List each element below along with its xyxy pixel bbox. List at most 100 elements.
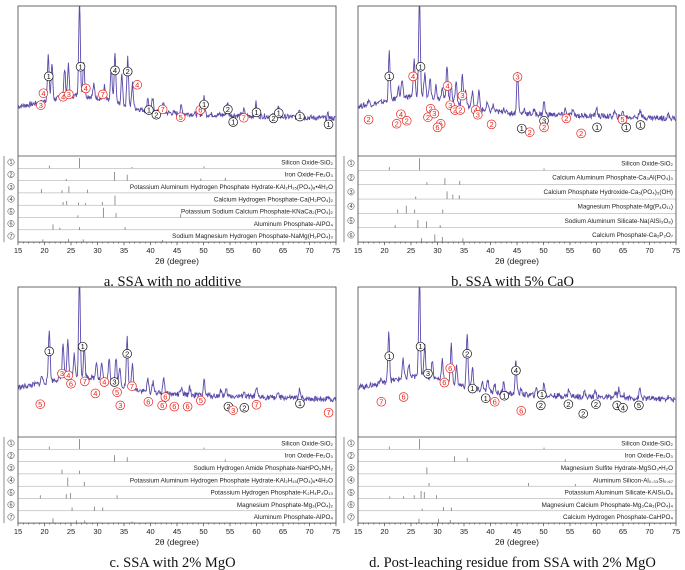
x-tick-label: 65 — [279, 527, 287, 536]
phase-label: Silicon Oxide-SiO₂ — [621, 160, 673, 167]
plot-frame — [17, 5, 337, 243]
plot-frame — [357, 286, 677, 524]
peak-marker-label: 1 — [418, 62, 422, 71]
phase-number-circle — [7, 171, 15, 178]
peak-marker-label: 4 — [66, 371, 70, 380]
peak-marker-label: 7 — [379, 397, 383, 406]
peak-marker-label: 2 — [566, 400, 570, 409]
panel-caption: a. SSA with no additive — [104, 274, 241, 290]
phase-number: 1 — [349, 441, 352, 447]
peak-marker-circle — [415, 341, 426, 352]
peak-marker-label: 1 — [615, 401, 619, 410]
peak-marker-label: 4 — [411, 72, 415, 81]
phase-number: 6 — [9, 503, 12, 509]
peak-marker-circle — [576, 128, 586, 139]
peak-marker-circle — [239, 403, 250, 413]
peak-marker-circle — [143, 397, 154, 407]
peak-marker-label: 2 — [426, 113, 430, 122]
peak-marker-label: 4 — [514, 366, 518, 375]
x-tick-label: 35 — [120, 527, 128, 536]
phase-number: 4 — [9, 197, 12, 203]
phase-number: 6 — [9, 222, 12, 228]
peak-marker-circle — [77, 341, 88, 352]
peak-marker-circle — [517, 123, 527, 134]
peak-marker-circle — [228, 405, 238, 415]
peak-marker-label: 2 — [564, 114, 568, 123]
phase-number-circle — [7, 452, 15, 459]
peak-marker-circle — [563, 399, 574, 409]
phase-number: 2 — [349, 176, 352, 182]
peak-marker-circle — [110, 65, 120, 76]
peak-marker-circle — [182, 401, 193, 412]
x-tick-label: 50 — [539, 527, 547, 536]
peak-marker-circle — [384, 71, 395, 82]
phase-number: 2 — [9, 453, 12, 459]
phase-label: Potassium Aluminum Hydrogen Phosphate Hy… — [130, 184, 333, 191]
peak-marker-label: 7 — [161, 105, 165, 114]
peak-marker-label: 3 — [460, 91, 464, 100]
x-tick-label: 45 — [173, 527, 181, 536]
peak-marker-label: 1 — [387, 72, 391, 81]
peak-marker-label: 6 — [442, 378, 446, 387]
x-axis-title: 2θ (degree) — [155, 256, 199, 266]
peak-marker-label: 3 — [476, 110, 480, 119]
peak-marker-circle — [251, 107, 262, 118]
peak-marker-label: 2 — [226, 402, 230, 411]
x-tick-label: 70 — [645, 246, 653, 255]
peak-marker-circle — [99, 377, 110, 387]
x-tick-label: 50 — [199, 527, 207, 536]
peak-marker-circle — [36, 100, 46, 110]
phase-label: Iron Oxide-Fe₂O₃ — [285, 453, 334, 460]
x-tick-label: 45 — [173, 246, 181, 255]
phase-label: Silicon Oxide-SiO₂ — [621, 440, 673, 447]
peak-marker-label: 3 — [542, 116, 546, 125]
peak-marker-circle — [323, 407, 334, 418]
peak-marker-label: 5 — [199, 396, 203, 405]
peak-marker-circle — [109, 377, 120, 387]
peak-marker-circle — [591, 399, 601, 409]
peak-marker-circle — [44, 346, 55, 357]
peak-marker-circle — [90, 388, 101, 399]
x-tick-label: 60 — [252, 527, 260, 536]
phase-number-circle — [7, 488, 15, 496]
peak-marker-circle — [512, 72, 523, 82]
peak-marker-circle — [112, 387, 122, 397]
phase-number-circle — [7, 439, 15, 447]
peak-marker-circle — [38, 88, 49, 98]
x-tick-label: 40 — [486, 527, 494, 536]
x-tick-label: 20 — [40, 527, 48, 536]
peak-marker-label: 2 — [242, 403, 246, 412]
peak-marker-label: 4 — [41, 89, 45, 98]
phase-number: 5 — [349, 219, 352, 225]
peak-marker-label: 1 — [387, 352, 391, 361]
peak-marker-circle — [516, 406, 526, 416]
peak-marker-label: 2 — [539, 401, 543, 410]
peak-marker-label: 5 — [179, 113, 183, 122]
x-axis-title: 2θ (degree) — [495, 256, 539, 266]
peak-marker-label: 3 — [112, 378, 116, 387]
x-tick-label: 30 — [433, 527, 441, 536]
peak-marker-label: 4 — [113, 66, 117, 75]
peak-marker-label: 6 — [186, 402, 190, 411]
panel-caption: d. Post-leaching residue from SSA with 2… — [369, 555, 656, 570]
peak-marker-label: 5 — [38, 400, 42, 409]
peak-marker-label: 6 — [146, 397, 150, 406]
peak-marker-circle — [323, 119, 334, 130]
phase-number: 3 — [349, 190, 352, 196]
peak-marker-circle — [432, 122, 443, 133]
phase-number: 5 — [9, 209, 12, 215]
peak-marker-label: 2 — [395, 119, 399, 128]
peak-marker-label: 2 — [489, 120, 493, 129]
peak-marker-circle — [617, 114, 628, 125]
x-tick-label: 30 — [93, 246, 101, 255]
peak-marker-label: 6 — [69, 379, 73, 388]
peak-marker-label: 7 — [130, 382, 134, 391]
peak-marker-circle — [391, 119, 402, 129]
phase-number: 2 — [9, 172, 12, 178]
x-tick-label: 55 — [566, 246, 574, 255]
peak-marker-label: 1 — [638, 121, 642, 130]
phase-label: Magnesium Calcium Phosphate-Mg₃Ca₃(PO₄)₄ — [542, 502, 674, 509]
phase-label: Calcium Phosphate-Ca₂P₂O₇ — [592, 232, 673, 239]
phase-number-circle — [347, 464, 355, 472]
x-tick-label: 30 — [93, 527, 101, 536]
